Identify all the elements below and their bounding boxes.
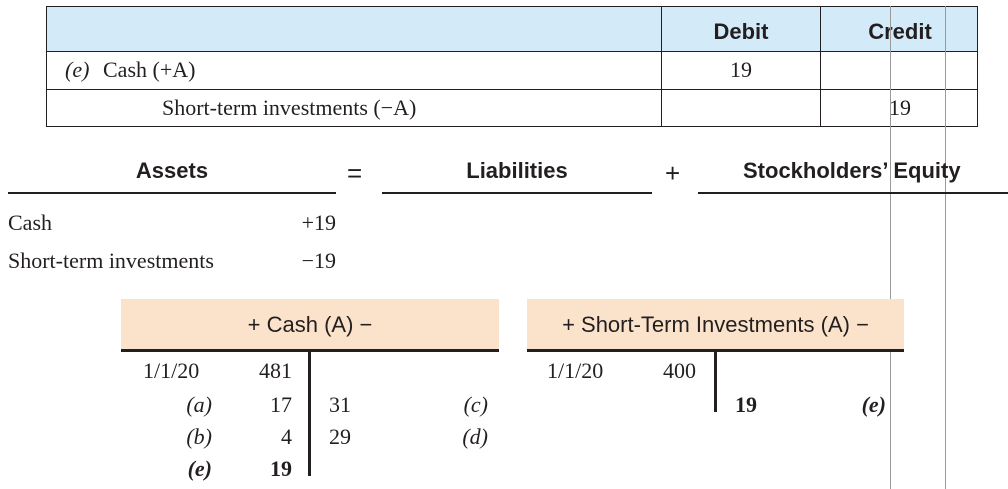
- t-account-title: + Cash (A) −: [121, 299, 499, 349]
- equation-account: Cash: [8, 210, 52, 235]
- equation-amount: +19: [301, 210, 336, 235]
- equity-heading: Stockholders’ Equity: [743, 158, 961, 183]
- journal-credit-amount: 19: [889, 95, 911, 120]
- credit-column-header: Credit: [868, 19, 932, 44]
- t-debit-amount: 481: [259, 358, 292, 383]
- journal-header-row: Debit Credit: [47, 7, 977, 52]
- t-credit-label: (e): [861, 392, 886, 417]
- journal-row: (e) Cash (+A) 19: [47, 51, 977, 90]
- t-debit-amount: 4: [281, 424, 292, 449]
- t-account-vline: [714, 350, 717, 412]
- guide-line: [890, 6, 891, 489]
- t-credit-label: (d): [462, 424, 488, 449]
- journal-entry-table: Debit Credit (e) Cash (+A) 19 Short-term…: [46, 6, 978, 127]
- t-debit-label: (b): [186, 424, 212, 449]
- t-debit-amount: 400: [663, 358, 696, 383]
- assets-heading: Assets: [135, 158, 209, 183]
- t-debit-amount: 17: [270, 392, 292, 417]
- t-debit-label: 1/1/20: [547, 358, 604, 383]
- equation-account: Short-term investments: [8, 248, 214, 273]
- equation-amount: −19: [301, 248, 336, 273]
- t-debit-label: 1/1/20: [143, 358, 200, 383]
- t-credit-label: (c): [463, 392, 488, 417]
- t-debit-label: (e): [187, 456, 212, 481]
- journal-account-credit: Short-term investments (−A): [162, 95, 417, 120]
- t-credit-amount: 31: [329, 392, 351, 417]
- liabilities-underline: [382, 192, 652, 194]
- equity-underline: [698, 192, 1008, 194]
- t-debit-amount: 19: [270, 456, 292, 481]
- equals-sign: =: [347, 158, 363, 188]
- journal-row: Short-term investments (−A) 19: [47, 89, 977, 127]
- guide-line: [945, 6, 946, 489]
- t-credit-amount: 29: [329, 424, 351, 449]
- t-credit-amount: 19: [735, 392, 757, 417]
- journal-account-debit: Cash (+A): [103, 57, 196, 82]
- assets-underline: [8, 192, 336, 194]
- liabilities-heading: Liabilities: [466, 158, 568, 183]
- debit-column-header: Debit: [713, 19, 769, 44]
- journal-debit-amount: 19: [730, 57, 752, 82]
- journal-entry-ref: (e): [65, 57, 90, 82]
- t-debit-label: (a): [186, 392, 212, 417]
- plus-sign: +: [665, 158, 681, 188]
- t-account-vline: [308, 350, 311, 476]
- t-account-title: + Short-Term Investments (A) −: [527, 299, 904, 349]
